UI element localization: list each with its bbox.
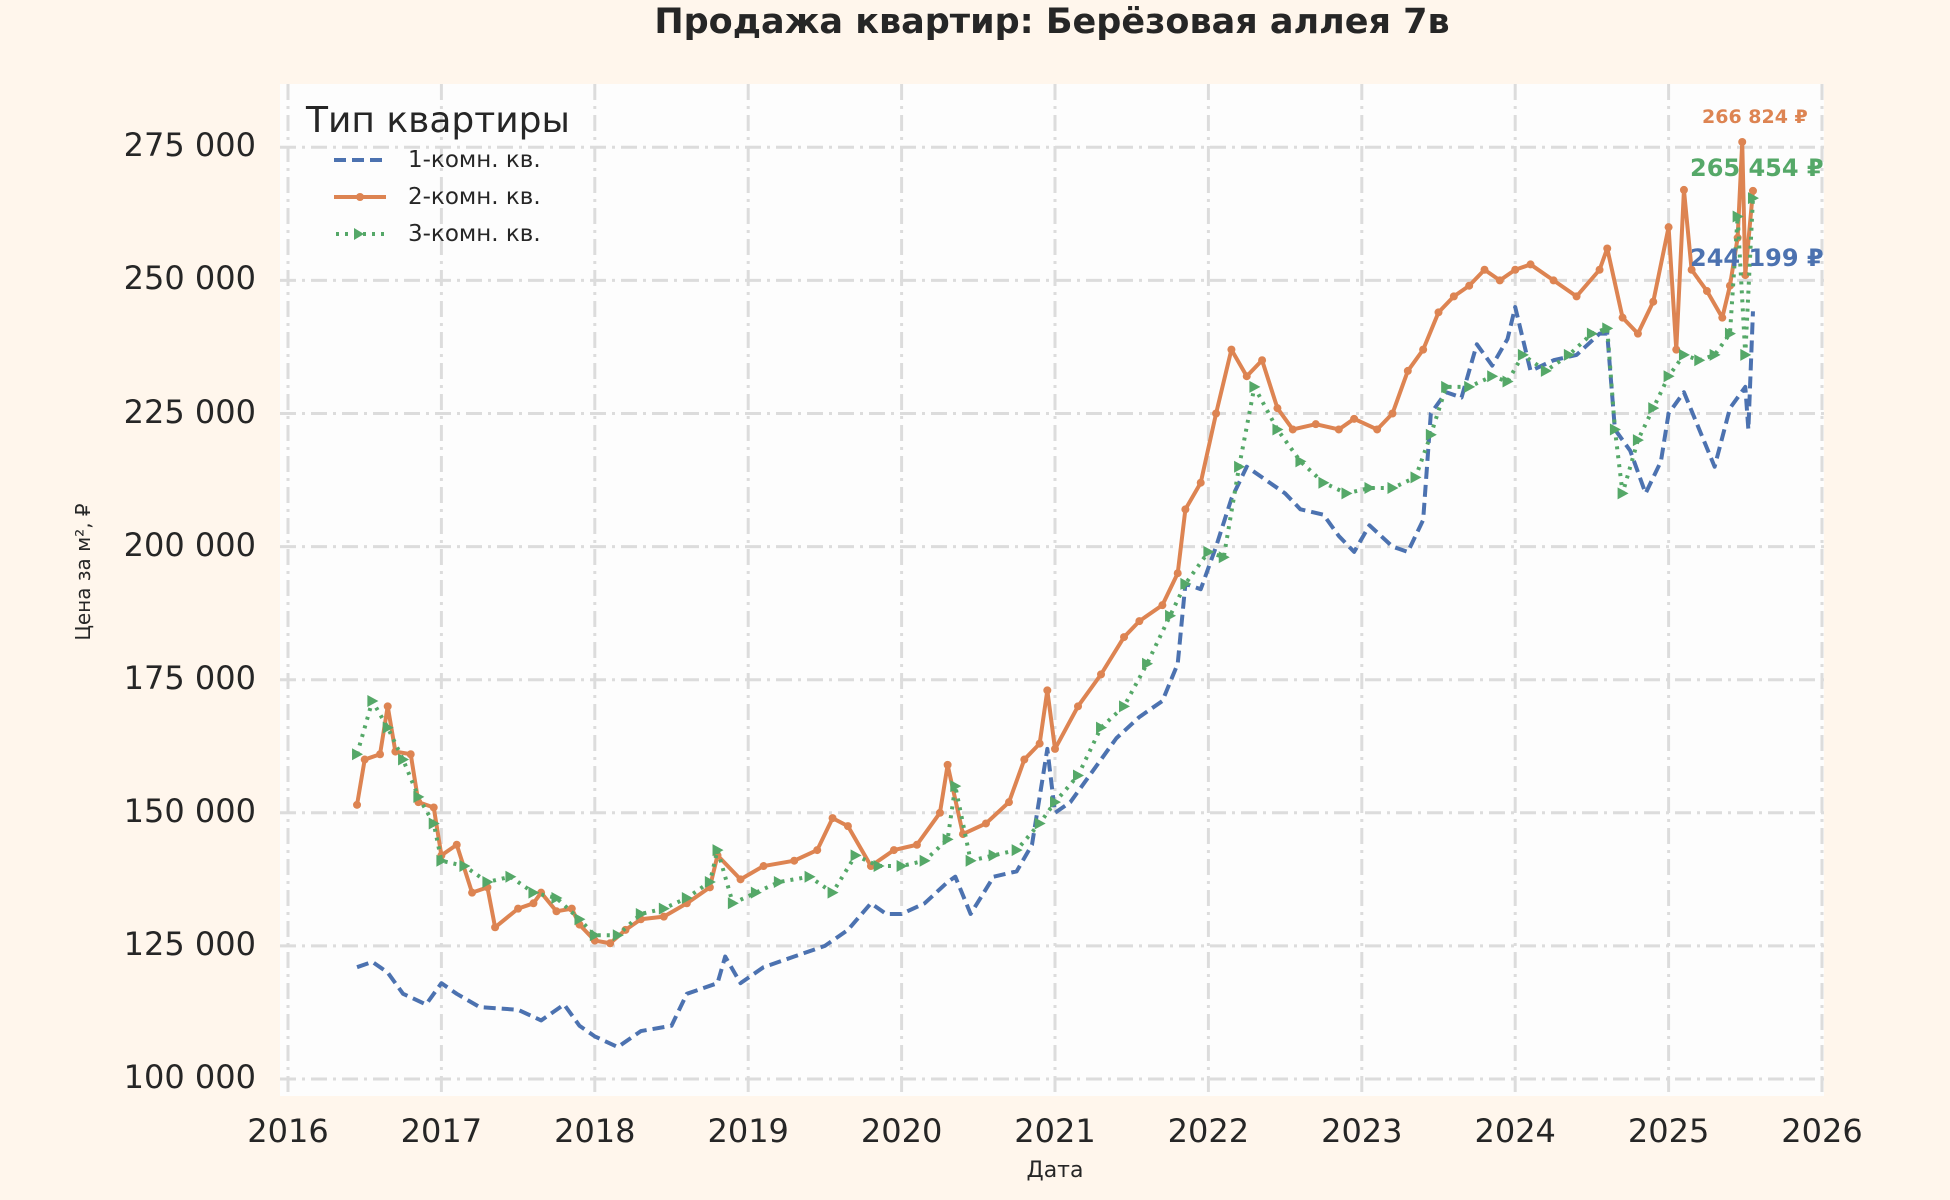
x-tick-label: 2018 [554, 1112, 636, 1150]
legend-item-1room: 1-комн. кв. [292, 141, 612, 178]
x-tick-label: 2023 [1321, 1112, 1403, 1150]
plot-area [280, 84, 1824, 1096]
y-tick-label: 125 000 [123, 924, 256, 963]
x-tick-label: 2019 [707, 1112, 789, 1150]
dotted-triangle-line-icon [336, 227, 384, 240]
solid-dot-line-icon [334, 192, 386, 201]
annotation-1room-last: 244 199 ₽ [1690, 244, 1824, 272]
legend: Тип квартиры 1-комн. кв. 2-комн. кв. 3-к… [292, 100, 612, 252]
x-tick-label: 2016 [247, 1112, 329, 1150]
legend-label: 2-комн. кв. [408, 183, 541, 210]
x-tick-label: 2021 [1014, 1112, 1096, 1150]
legend-label: 3-комн. кв. [408, 220, 541, 247]
data-series [352, 137, 1759, 1050]
x-tick-label: 2026 [1781, 1112, 1863, 1150]
y-tick-label: 250 000 [123, 259, 256, 298]
x-tick-label: 2025 [1627, 1112, 1710, 1150]
chart-title: Продажа квартир: Берёзовая аллея 7в [654, 2, 1450, 42]
x-tick-label: 2017 [400, 1112, 483, 1150]
legend-label: 1-комн. кв. [408, 146, 541, 173]
grid-lines [280, 84, 1824, 1096]
y-tick-label: 150 000 [123, 791, 256, 830]
y-tick-label: 100 000 [123, 1058, 256, 1096]
annotation-2room-last: 266 824 ₽ [1702, 106, 1808, 128]
dashed-line-icon [334, 157, 386, 162]
y-tick-label: 175 000 [123, 658, 256, 697]
legend-title: Тип квартиры [306, 100, 570, 141]
x-tick-label: 2020 [860, 1112, 943, 1150]
x-tick-label: 2022 [1167, 1112, 1250, 1150]
x-tick-label: 2024 [1474, 1112, 1556, 1150]
legend-item-2room: 2-комн. кв. [292, 178, 612, 215]
x-axis-label: Дата [1026, 1158, 1084, 1183]
annotation-3room-last: 265 454 ₽ [1690, 154, 1824, 182]
series-line [356, 305, 1755, 1050]
y-tick-label: 225 000 [123, 392, 256, 431]
y-tick-label: 200 000 [123, 525, 256, 564]
series-line [355, 198, 1755, 938]
legend-item-3room: 3-комн. кв. [292, 215, 612, 252]
y-tick-label: 275 000 [123, 126, 256, 165]
y-axis-label: Цена за м², ₽ [71, 503, 95, 641]
